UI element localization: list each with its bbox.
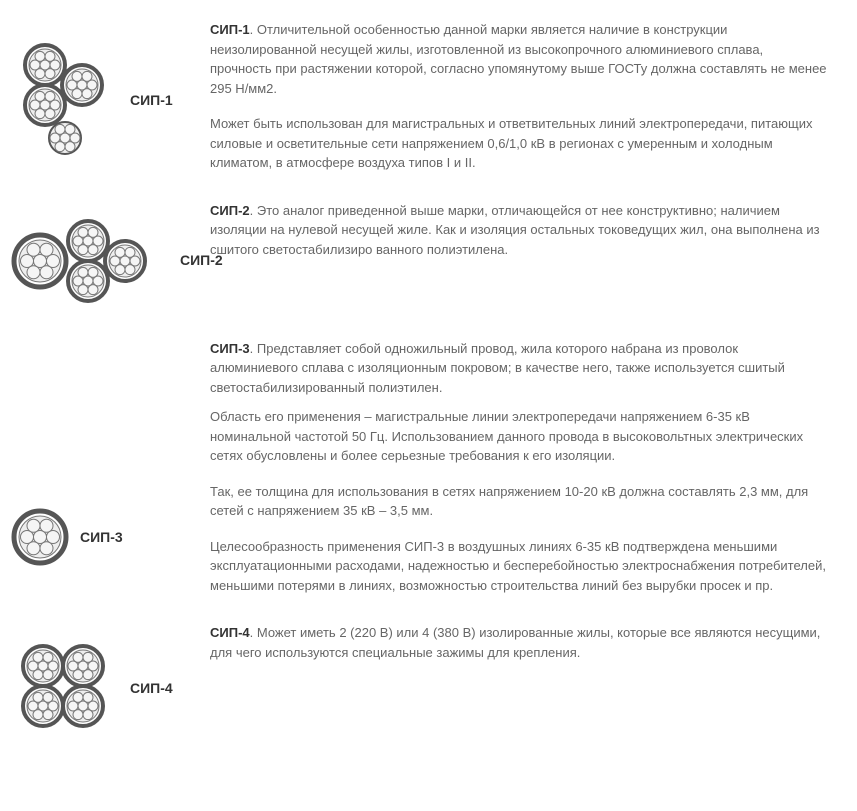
para-text: . Может иметь 2 (220 В) или 4 (380 В) из… bbox=[210, 625, 820, 660]
paragraph: Может быть использован для магистральных… bbox=[210, 114, 827, 173]
conductor-cluster-icon bbox=[10, 40, 120, 160]
paragraph: СИП-3. Представляет собой одножильный пр… bbox=[210, 339, 827, 398]
cable-diagram-sip1: СИП-1 bbox=[10, 20, 210, 160]
para-text: . Это аналог приведенной выше марки, отл… bbox=[210, 203, 820, 257]
paragraph: СИП-4. Может иметь 2 (220 В) или 4 (380 … bbox=[210, 623, 827, 662]
cable-diagram-sip2: СИП-2 bbox=[10, 201, 210, 311]
paragraph: Целесообразность применения СИП-3 в возд… bbox=[210, 537, 827, 596]
conductor-single-icon bbox=[10, 507, 70, 567]
cable-section-sip4: СИП-4 СИП-4. Может иметь 2 (220 В) или 4… bbox=[10, 623, 827, 743]
cable-section-sip2: СИП-2 СИП-2. Это аналог приведенной выше… bbox=[10, 201, 827, 311]
paragraph: Так, ее толщина для использования в сетя… bbox=[210, 482, 827, 521]
conductor-cluster-icon bbox=[10, 633, 120, 743]
para-text: . Представляет собой одножильный провод,… bbox=[210, 341, 785, 395]
lead: СИП-1 bbox=[210, 22, 250, 37]
cable-label-sip1: СИП-1 bbox=[130, 90, 173, 111]
lead: СИП-2 bbox=[210, 203, 250, 218]
cable-section-sip1: СИП-1 СИП-1. Отличительной особенностью … bbox=[10, 20, 827, 173]
cable-description-sip3: Область его применения – магистральные л… bbox=[210, 407, 827, 595]
lead: СИП-3 bbox=[210, 341, 250, 356]
para-text: . Отличительной особенностью данной марк… bbox=[210, 22, 827, 96]
cable-diagram-sip3: СИП-3 bbox=[10, 407, 210, 567]
paragraph: Область его применения – магистральные л… bbox=[210, 407, 827, 466]
lead: СИП-4 bbox=[210, 625, 250, 640]
paragraph: СИП-1. Отличительной особенностью данной… bbox=[210, 20, 827, 98]
cable-description-sip2: СИП-2. Это аналог приведенной выше марки… bbox=[210, 201, 827, 260]
cable-description-sip1: СИП-1. Отличительной особенностью данной… bbox=[210, 20, 827, 173]
cable-label-sip4: СИП-4 bbox=[130, 678, 173, 699]
cable-label-sip3: СИП-3 bbox=[80, 527, 123, 548]
cable-description-sip3-pre: СИП-3. Представляет собой одножильный пр… bbox=[210, 339, 827, 398]
cable-description-sip4: СИП-4. Может иметь 2 (220 В) или 4 (380 … bbox=[210, 623, 827, 662]
cable-diagram-sip4: СИП-4 bbox=[10, 623, 210, 743]
conductor-cluster-icon bbox=[10, 211, 170, 311]
paragraph: СИП-2. Это аналог приведенной выше марки… bbox=[210, 201, 827, 260]
cable-section-sip3: СИП-3 Область его применения – магистрал… bbox=[10, 407, 827, 595]
